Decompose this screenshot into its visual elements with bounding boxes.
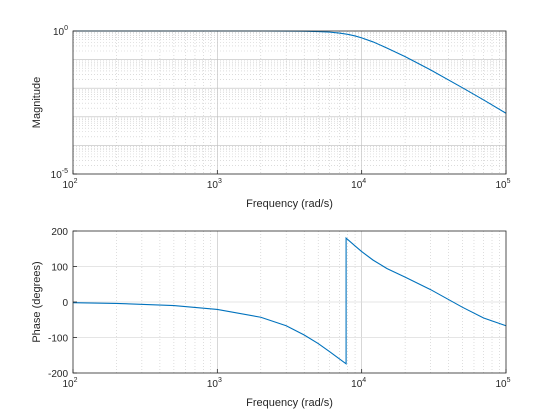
x-tick-label: 105 xyxy=(495,178,510,191)
y-tick-label: -200 xyxy=(48,369,68,380)
axes-box xyxy=(72,30,507,175)
x-tick-label: 104 xyxy=(351,178,366,191)
x-tick-label: 104 xyxy=(351,377,366,390)
x-tick-label: 103 xyxy=(207,178,222,191)
x-tick-label: 103 xyxy=(207,377,222,390)
axes-phase: 102 103 104 105 -200 -100 0 100 200 Frequency (ra… xyxy=(31,227,511,409)
x-tick-label: 105 xyxy=(495,377,510,390)
x-axis-label: Frequency (rad/s) xyxy=(246,198,333,210)
series-line-magnitude xyxy=(73,30,507,114)
x-tick-label: 102 xyxy=(62,178,77,191)
series-line-phase xyxy=(72,236,507,365)
y-axis-label: Magnitude xyxy=(31,77,43,128)
x-tick-label: 102 xyxy=(62,377,77,390)
y-tick-label: 100 xyxy=(53,25,68,38)
y-tick-label: 0 xyxy=(62,298,68,309)
y-axis-label: Phase (degrees) xyxy=(31,261,43,342)
y-tick-label: -100 xyxy=(48,334,68,345)
y-tick-label: 10-5 xyxy=(51,168,68,181)
axes-magnitude: 102 103 104 105 10-5 100 Frequency (rad/s) Magn… xyxy=(31,25,511,210)
y-tick-label: 200 xyxy=(51,227,68,238)
x-axis-label: Frequency (rad/s) xyxy=(246,397,333,409)
y-tick-label: 100 xyxy=(51,263,68,274)
